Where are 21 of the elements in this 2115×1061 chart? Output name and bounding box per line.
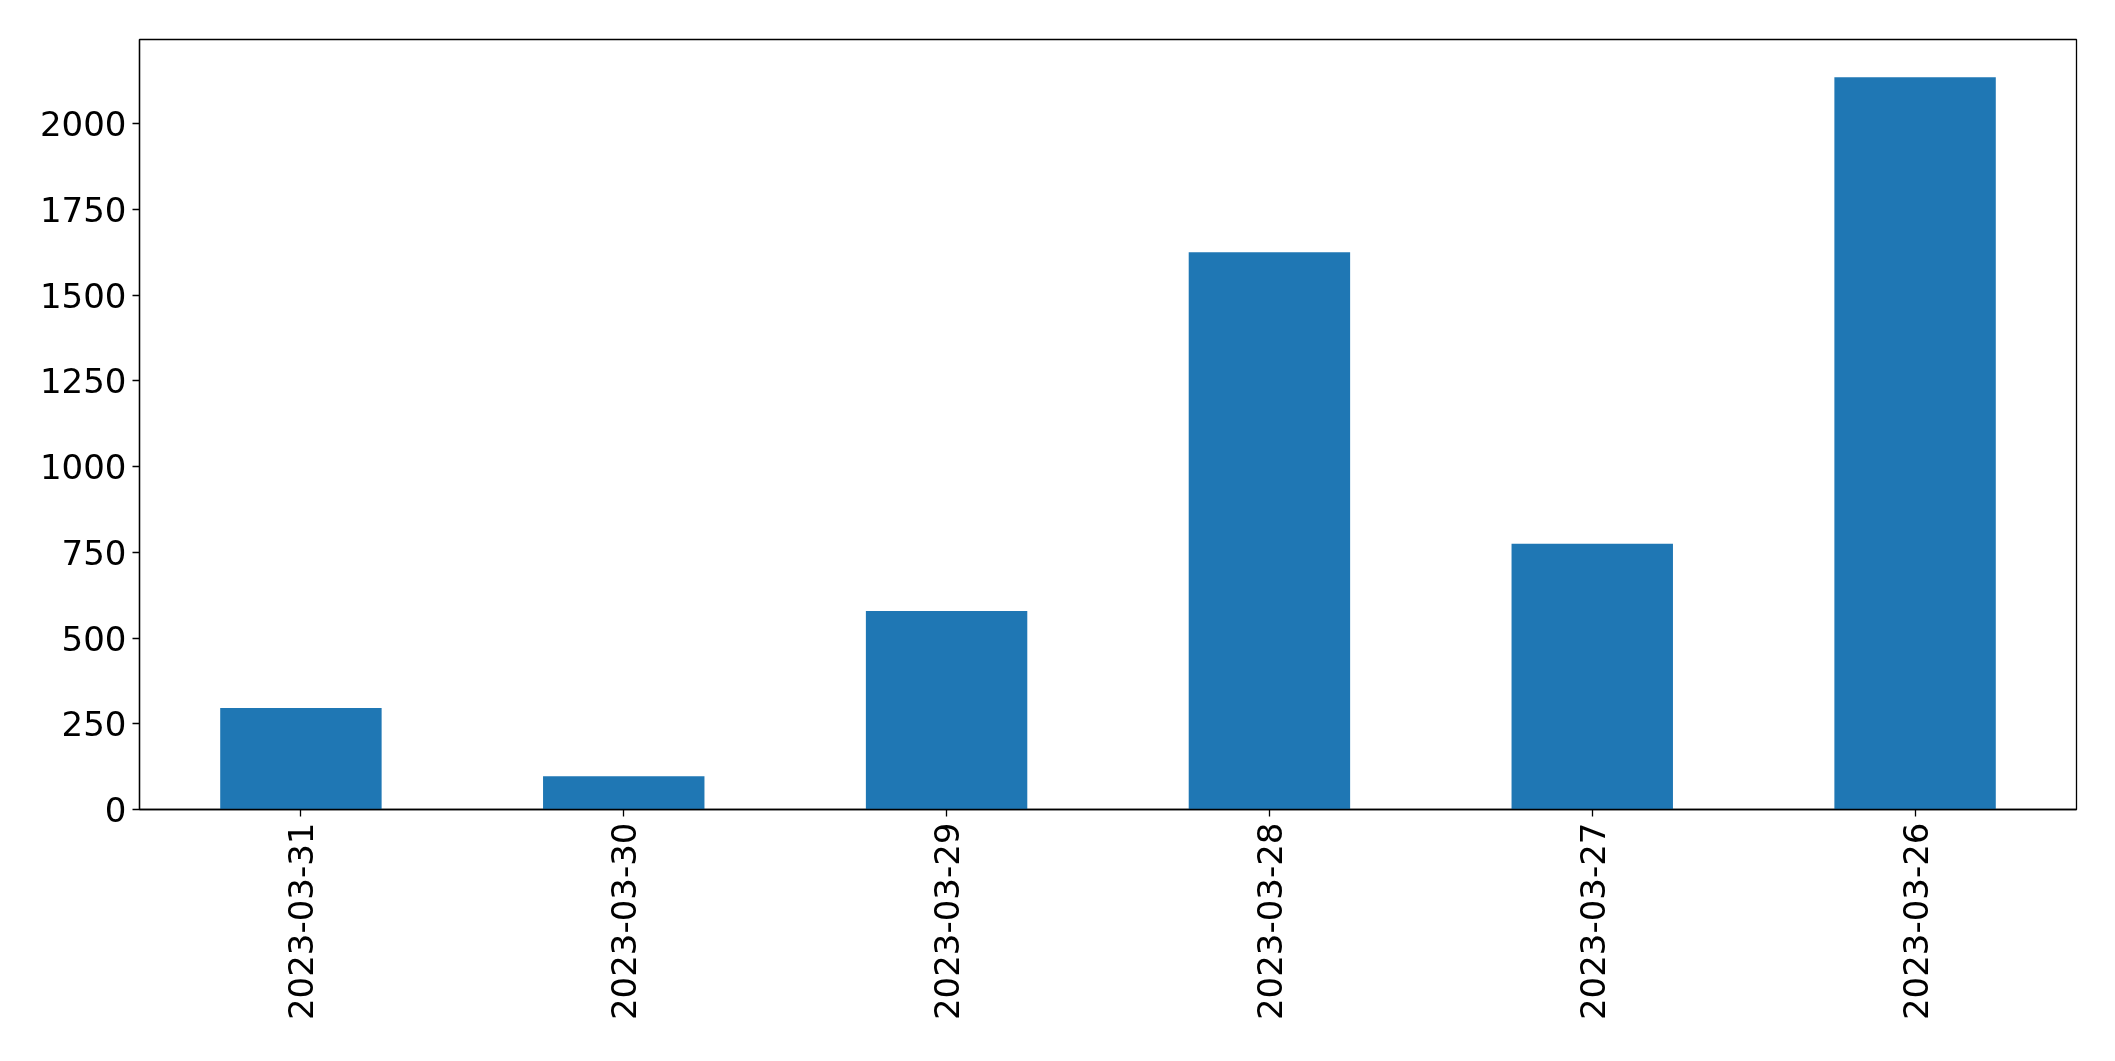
y-tick-label: 750: [61, 532, 127, 573]
x-tick-label: 2023-03-26: [1895, 822, 1936, 1021]
y-tick-label: 1750: [39, 189, 127, 230]
x-tick-label: 2023-03-27: [1572, 822, 1613, 1021]
y-tick-label: 1000: [39, 447, 127, 488]
bar: [543, 776, 705, 810]
y-tick-label: 0: [104, 790, 127, 830]
bar: [1511, 543, 1673, 810]
y-tick-label: 250: [61, 704, 127, 745]
y-tick-label: 2000: [39, 104, 127, 145]
bar: [1834, 77, 1996, 810]
bar: [220, 707, 382, 810]
y-tick-label: 1250: [39, 361, 127, 402]
x-tick-label: 2023-03-29: [927, 822, 968, 1021]
x-tick-label: 2023-03-30: [604, 822, 645, 1021]
y-tick-label: 1500: [39, 275, 127, 316]
x-tick-label: 2023-03-28: [1249, 822, 1290, 1021]
y-tick-label: 500: [61, 618, 127, 659]
x-tick-label: 2023-03-31: [281, 822, 322, 1021]
bar: [865, 610, 1028, 810]
bar: [1188, 252, 1351, 810]
